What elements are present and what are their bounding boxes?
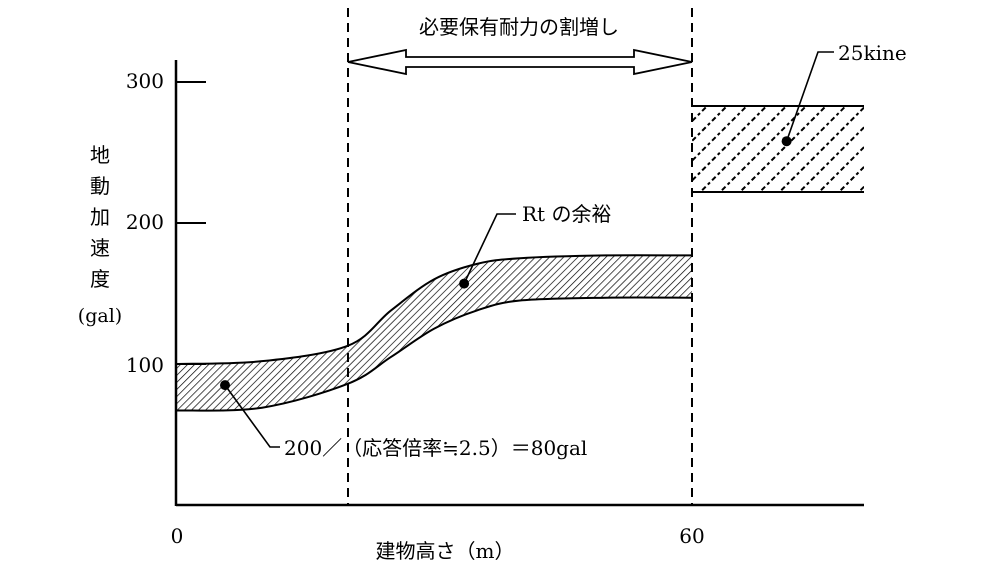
kine-box-fill	[692, 105, 864, 192]
x-axis-label: 建物高さ（m）	[376, 539, 515, 563]
y-axis-label-char: 速	[90, 236, 110, 260]
annotation-dot	[220, 380, 231, 391]
annotation-leader-line	[785, 51, 834, 142]
x-tick-label: 60	[679, 524, 704, 548]
rt-band-fill	[176, 255, 692, 411]
annotation-dot	[781, 136, 792, 147]
y-tick-label: 300	[126, 69, 164, 93]
annotation-dot	[459, 278, 470, 289]
y-tick-label: 200	[126, 210, 164, 234]
x-tick-label: 0	[171, 524, 184, 548]
y-axis-label-char: 地	[90, 143, 110, 167]
annotation-leader-line	[463, 213, 516, 284]
annotation-kine-label: 25kine	[838, 41, 907, 65]
annotation-leader-line	[224, 384, 280, 448]
y-axis-label-char: 加	[90, 205, 110, 229]
annotation-rt-label: Rt の余裕	[522, 202, 611, 226]
rt-band-lower-boundary	[175, 296, 693, 412]
y-tick-label: 100	[126, 353, 164, 377]
annotation-base-label: 200／（応答倍率≒2.5）＝80gal	[284, 436, 587, 460]
y-axis-label-char: 度	[90, 267, 110, 291]
y-axis-label-char: 動	[90, 174, 110, 198]
rt-band-upper-boundary	[175, 254, 693, 365]
range-arrow-label: 必要保有耐力の割増し	[419, 15, 619, 39]
y-axis-label-unit: (gal)	[78, 305, 122, 327]
range-double-arrow	[347, 48, 693, 76]
